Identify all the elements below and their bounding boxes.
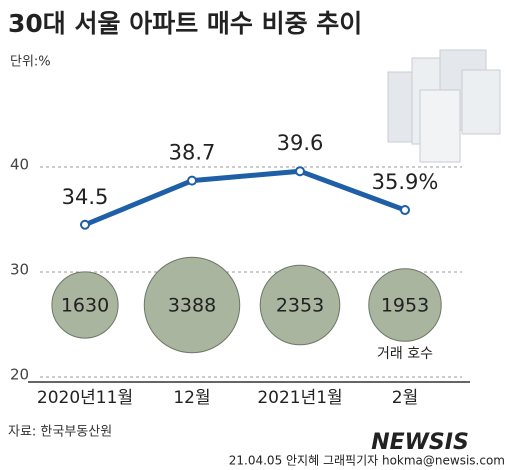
y-tick-label: 20 [10,366,29,384]
x-tick-label: 2021년1월 [257,388,342,408]
value-label: 34.5 [62,185,109,209]
point [187,175,197,186]
y-tick-label: 40 [10,156,29,174]
unit-label: 단위:% [10,55,51,70]
value-label: 39.6 [277,131,324,155]
bubble-series-label: 거래 호수 [377,346,433,362]
watermark: NEWSIS [371,430,469,455]
value-label: 35.9% [372,170,439,194]
bubble [368,268,442,342]
bubble [51,271,119,339]
source: 자료: 한국부동산원 [8,425,112,440]
bubble-label: 2353 [276,295,324,317]
bubble-label: 3388 [168,295,216,317]
x-tick-label: 2020년11월 [37,388,133,408]
buildings-illustration [387,49,501,163]
point [295,166,305,177]
credit: 21.04.05 안지혜 그래픽기자 hokma@newsis.com [229,454,505,468]
point [400,205,410,216]
x-tick-label: 12월 [173,388,210,408]
line [84,168,406,228]
bubble-label: 1953 [381,295,429,317]
value-label: 38.7 [169,141,216,165]
bubble-label: 1630 [61,295,109,317]
point [80,219,90,230]
x-tick-label: 2월 [392,388,418,408]
bubble [259,264,341,346]
bubble [143,256,241,354]
y-tick-label: 30 [10,261,29,279]
chart-title: 30대 서울 아파트 매수 비중 추이 [8,9,362,38]
